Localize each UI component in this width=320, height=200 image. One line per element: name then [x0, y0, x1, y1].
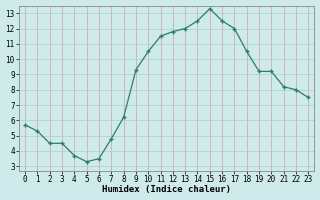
X-axis label: Humidex (Indice chaleur): Humidex (Indice chaleur): [102, 185, 231, 194]
